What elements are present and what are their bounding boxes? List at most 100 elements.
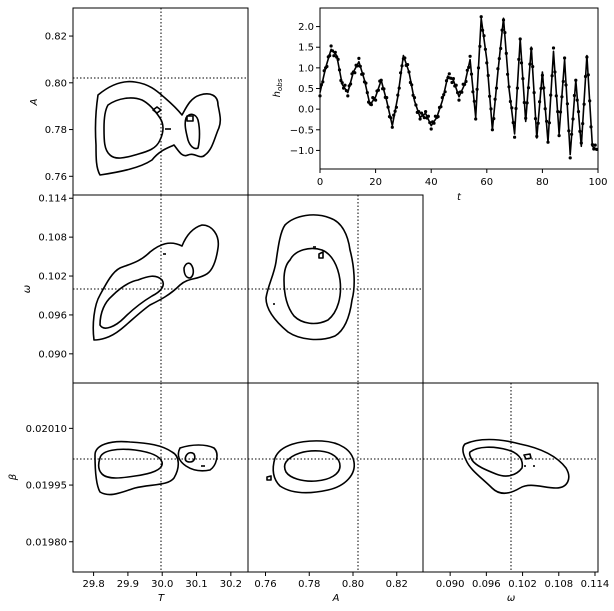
contour-inner <box>103 97 164 159</box>
data-point <box>463 82 467 86</box>
timeseries-xlabel: t <box>457 192 462 203</box>
data-point <box>376 88 380 92</box>
data-point <box>439 105 443 109</box>
data-point <box>482 34 486 38</box>
data-point <box>550 74 554 78</box>
data-point <box>496 67 500 71</box>
data-point <box>436 115 440 119</box>
y-tick-label: 0.090 <box>38 349 67 360</box>
data-point <box>519 61 524 65</box>
data-point <box>492 117 496 121</box>
contour-inner-2 <box>183 262 195 279</box>
contour-outer <box>94 80 222 176</box>
data-point <box>585 55 589 59</box>
data-point <box>595 147 599 151</box>
y-tick-label: 0.80 <box>45 78 67 89</box>
y-tick-label: 0.096 <box>38 310 67 321</box>
data-point <box>565 102 570 106</box>
data-point <box>567 129 571 133</box>
data-point <box>561 79 565 84</box>
data-point <box>517 57 521 62</box>
data-point <box>465 68 469 72</box>
x-tick-label: 0.102 <box>508 579 537 590</box>
x-tick-label: 0.78 <box>298 579 320 590</box>
data-point <box>549 93 553 97</box>
x-tick-label: 30.0 <box>151 579 173 590</box>
data-point <box>451 77 455 81</box>
data-point <box>513 135 517 139</box>
data-point <box>485 61 489 65</box>
data-point <box>469 72 474 76</box>
contour-outer <box>265 214 355 341</box>
y-tick-label: 0.82 <box>45 32 67 43</box>
data-point <box>365 91 369 95</box>
data-point <box>538 100 542 104</box>
data-point <box>529 47 533 51</box>
data-point <box>417 110 421 114</box>
data-point <box>454 83 458 87</box>
x-tick-label: 60 <box>480 177 493 188</box>
data-point <box>535 134 539 138</box>
data-point <box>369 103 373 107</box>
data-point <box>385 96 389 100</box>
data-point <box>472 99 476 103</box>
data-point <box>386 105 390 109</box>
data-point <box>501 18 506 22</box>
data-point <box>406 63 410 67</box>
data-point <box>335 55 339 59</box>
contour-inner <box>97 448 163 479</box>
contour-inner <box>283 450 341 482</box>
data-point <box>490 128 494 132</box>
panel-T-A-y-ticks: 0.76 0.78 0.80 0.82 <box>45 32 73 183</box>
data-point <box>576 110 581 114</box>
timeseries-y-ticks: −1.0 −0.5 0.0 0.5 1.0 1.5 2.0 <box>290 22 320 157</box>
data-point <box>483 47 487 51</box>
data-point <box>429 127 433 131</box>
data-point <box>574 78 578 82</box>
data-point <box>522 100 526 105</box>
data-point <box>396 93 400 97</box>
data-point <box>357 56 361 61</box>
data-point <box>382 87 386 91</box>
x-tick-label: 0.114 <box>581 579 610 590</box>
y-tick-label: 0.78 <box>45 125 67 136</box>
contour-island <box>523 453 532 460</box>
data-point <box>467 65 471 69</box>
data-point <box>542 86 546 90</box>
data-point <box>481 28 485 32</box>
data-point <box>499 46 503 51</box>
data-point <box>364 81 368 85</box>
data-point <box>474 117 478 121</box>
data-point <box>518 37 522 41</box>
data-point <box>525 101 529 105</box>
panel-A-omega <box>247 194 424 384</box>
data-point <box>442 93 446 97</box>
data-point <box>558 110 563 114</box>
data-point <box>497 57 501 61</box>
contour-outer-2 <box>177 444 218 472</box>
data-point <box>412 96 417 100</box>
contour-outer <box>92 224 220 341</box>
data-point <box>390 125 394 129</box>
data-point <box>389 116 393 120</box>
data-point <box>403 56 407 60</box>
contour-outer <box>272 440 355 494</box>
data-point <box>344 89 348 93</box>
x-tick-label: 30.2 <box>220 579 242 590</box>
data-point <box>424 110 428 114</box>
data-point <box>374 98 378 102</box>
data-point <box>575 98 579 102</box>
data-point <box>456 91 460 95</box>
panel-T-A: 0.76 0.78 0.80 0.82 A <box>29 7 249 196</box>
data-point <box>583 74 588 79</box>
data-point <box>343 83 347 87</box>
contour-inner <box>468 446 524 477</box>
data-point <box>319 83 323 87</box>
data-point <box>551 46 556 50</box>
data-point <box>446 76 450 80</box>
data-point <box>397 86 401 90</box>
data-point <box>545 119 549 123</box>
data-point <box>428 121 432 125</box>
data-point <box>332 54 336 58</box>
